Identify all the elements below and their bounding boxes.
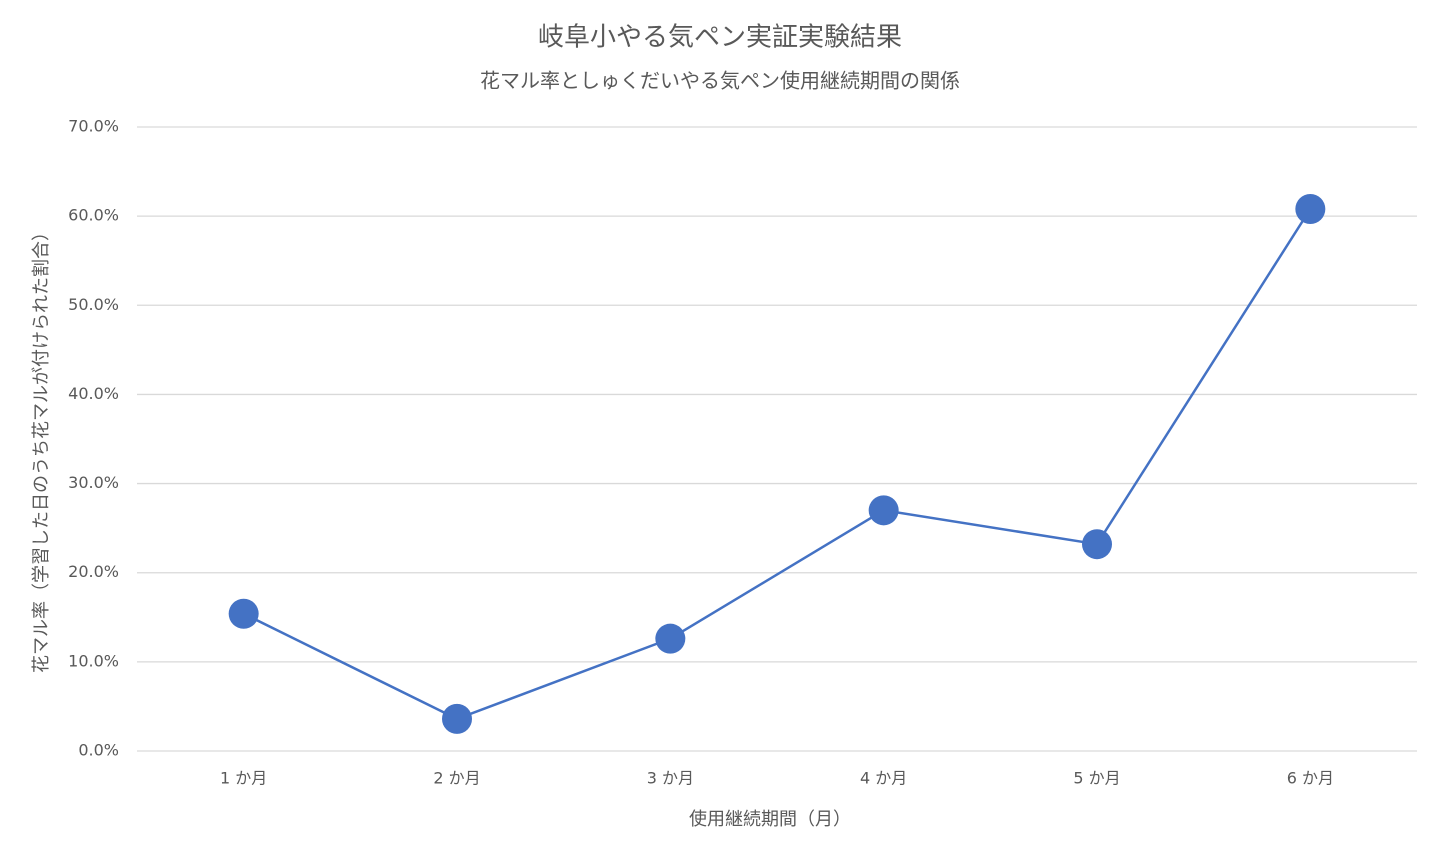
y-tick-label: 30.0% (68, 473, 119, 492)
data-point (228, 598, 259, 629)
x-tick-label: 4 か月 (860, 769, 907, 788)
data-point (868, 495, 899, 526)
data-point (1082, 529, 1112, 560)
series-line (243, 208, 1312, 721)
y-tick-label: 0.0% (78, 741, 119, 760)
x-tick-label: 2 か月 (433, 769, 480, 788)
y-axis-label: 花マル率（学習した日のうち花マルが付けられた割合） (31, 223, 52, 673)
data-point (1295, 194, 1326, 225)
chart-subtitle: 花マル率としゅくだいやる気ペン使用継続期間の関係 (480, 69, 960, 93)
x-tick-label: 6 か月 (1287, 769, 1334, 788)
x-tick-label: 5 か月 (1073, 769, 1120, 788)
y-tick-label: 10.0% (68, 651, 119, 670)
data-point (655, 623, 686, 654)
data-point (442, 703, 472, 734)
chart-title: 岐阜小やる気ペン実証実験結果 (538, 23, 902, 53)
x-tick-label: 1 か月 (220, 769, 267, 788)
y-tick-label: 40.0% (68, 384, 119, 403)
y-tick-label: 70.0% (68, 117, 119, 136)
x-tick-label: 3 か月 (647, 769, 694, 788)
y-tick-label: 50.0% (68, 295, 119, 314)
y-tick-label: 60.0% (68, 206, 119, 225)
y-tick-label: 20.0% (68, 562, 119, 581)
x-axis-label: 使用継続期間（月） (689, 809, 851, 830)
